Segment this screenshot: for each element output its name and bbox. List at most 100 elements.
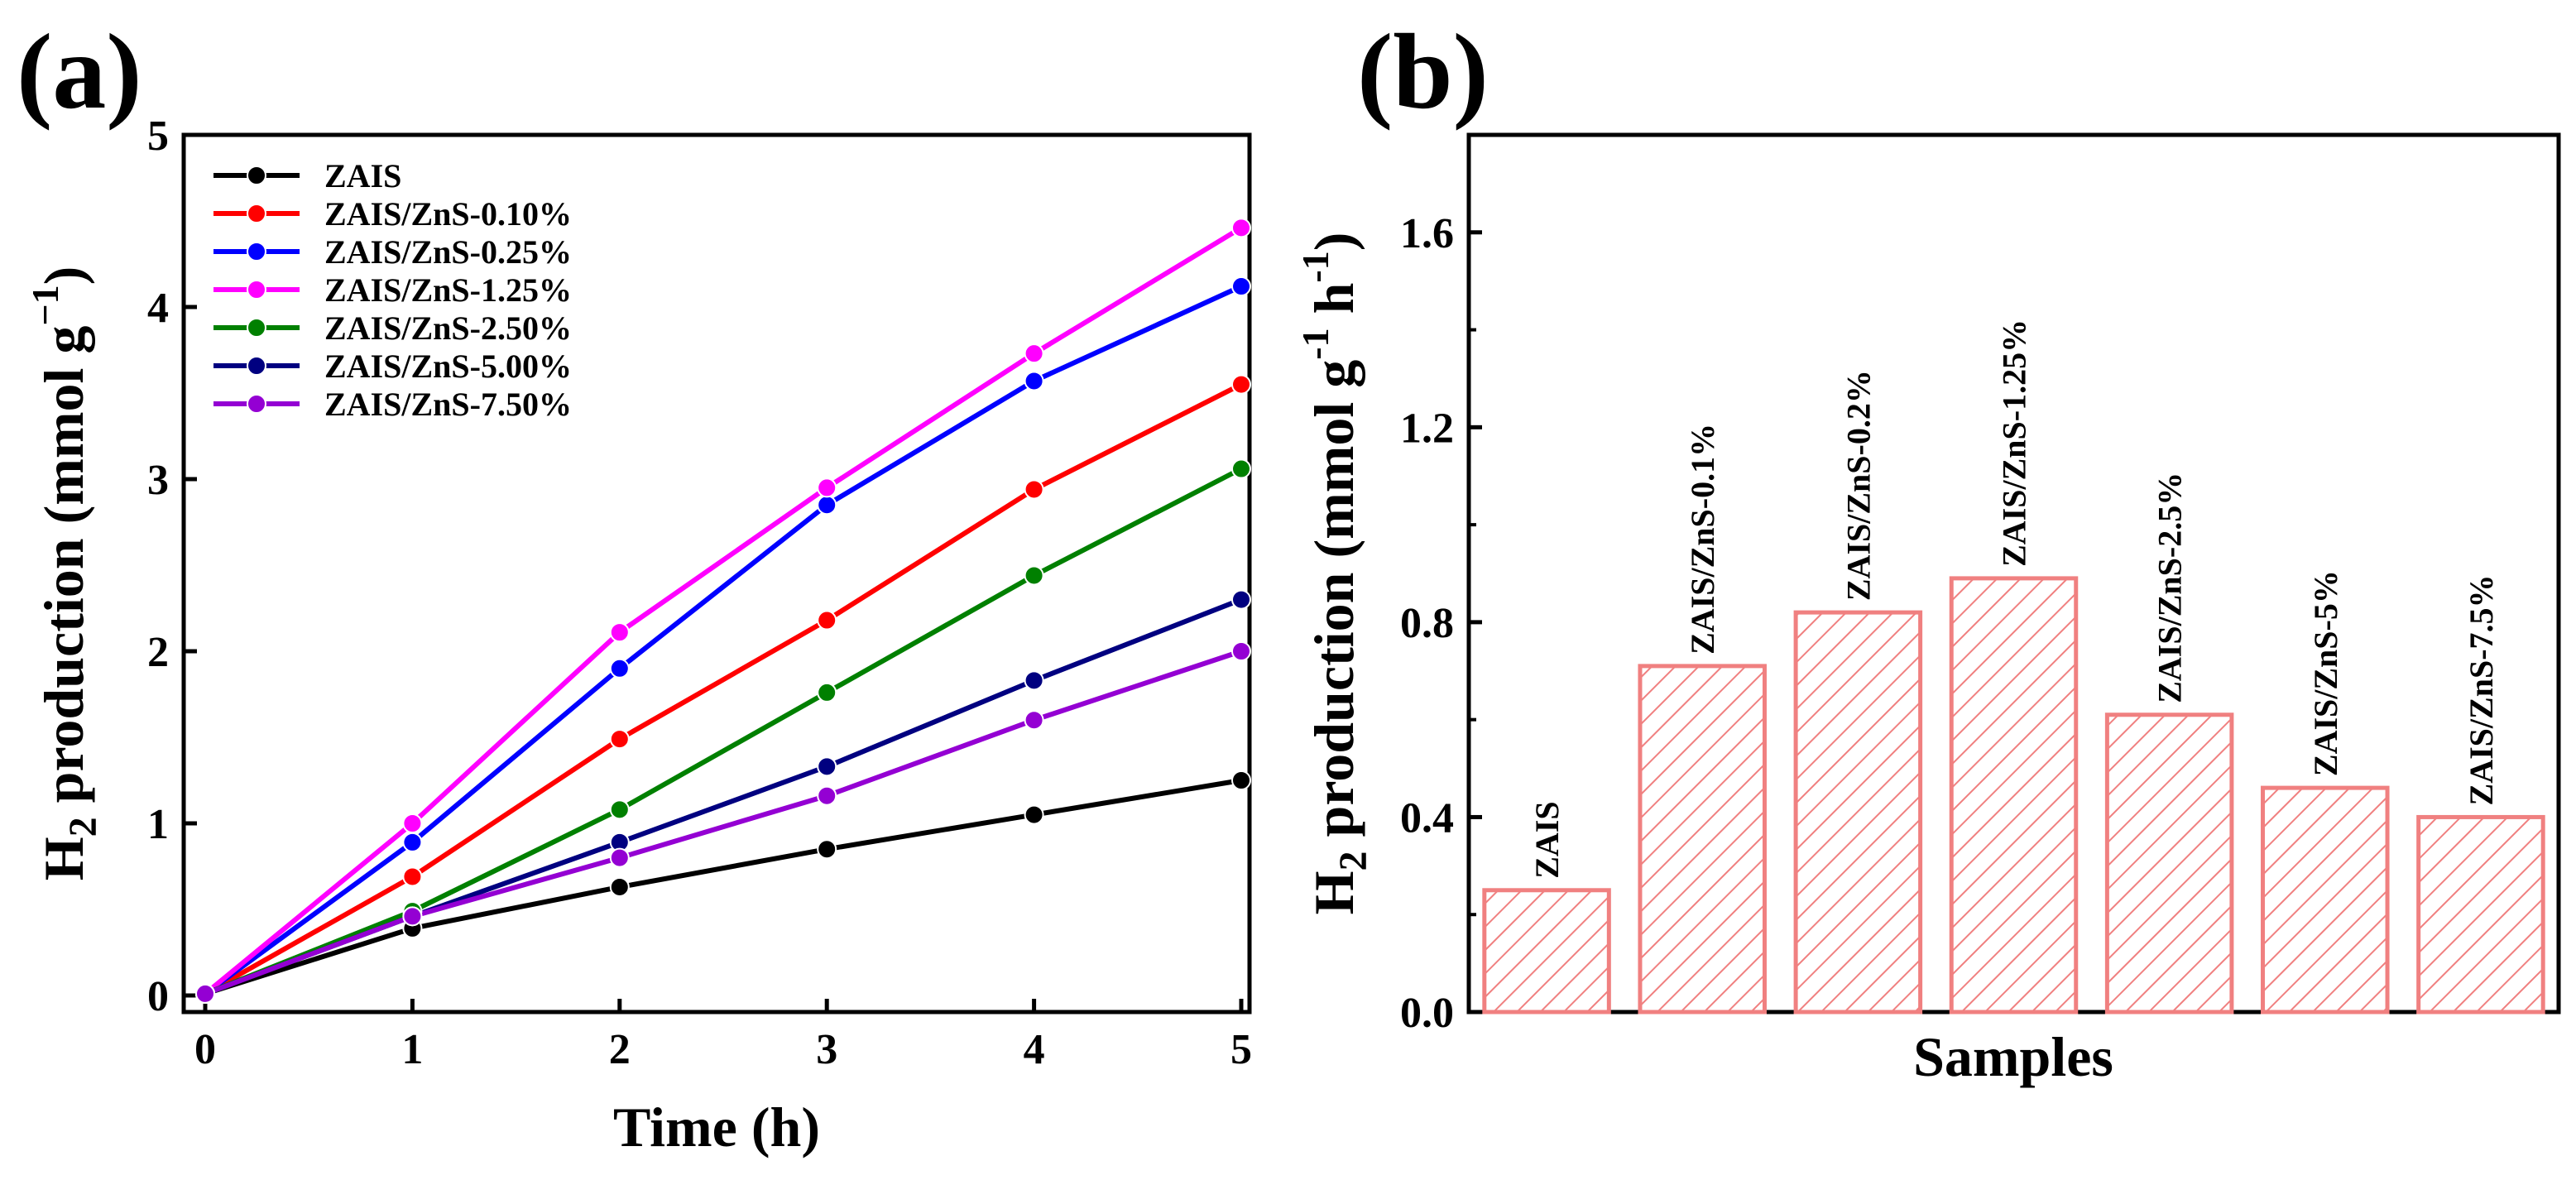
series-line: [204, 381, 1243, 996]
y-tick-label: 0.8: [1400, 600, 1454, 647]
bar-category-label: ZAIS/ZnS-0.1%: [1684, 424, 1721, 655]
x-tick-label: 5: [1230, 1026, 1252, 1073]
data-point: [1024, 670, 1044, 691]
bar-category-label: ZAIS/ZnS-0.2%: [1840, 370, 1877, 601]
series-line: [204, 225, 1243, 996]
series-line: [204, 284, 1243, 996]
x-tick-label: 0: [194, 1026, 216, 1073]
data-point: [1024, 371, 1044, 391]
series-lines-a: [204, 225, 1243, 996]
y-tick-label: 0: [147, 973, 169, 1020]
data-point: [817, 477, 837, 498]
bar: [2261, 785, 2390, 1015]
y-tick-label: 5: [147, 113, 169, 160]
bar: [2416, 814, 2545, 1015]
data-point: [402, 906, 423, 927]
y-axis-title-a: H2 production (mmol g−1): [24, 266, 105, 881]
data-point: [1024, 804, 1044, 825]
data-point: [402, 832, 423, 852]
data-point: [1231, 770, 1251, 790]
data-point: [817, 610, 837, 631]
x-tick-label: 2: [609, 1026, 631, 1073]
data-point: [1024, 710, 1044, 731]
bar-category-label: ZAIS/ZnS-5%: [2307, 570, 2344, 776]
y-axis-title-b: H2 production (mmol g-1 h-1): [1294, 233, 1375, 915]
bar-category-label: ZAIS/ZnS-2.5%: [2151, 472, 2189, 703]
bar: [1638, 664, 1767, 1015]
y-tick-label: 1.6: [1400, 210, 1454, 257]
data-point: [1231, 374, 1251, 395]
data-point: [817, 495, 837, 516]
x-tick-label: 4: [1024, 1026, 1045, 1073]
data-point: [817, 682, 837, 703]
data-point: [1231, 218, 1251, 238]
legend-swatch-marker: [247, 280, 266, 300]
data-point: [1024, 479, 1044, 500]
data-point: [609, 847, 630, 868]
bar: [1793, 610, 1923, 1015]
y-tick-label: 1: [147, 801, 169, 848]
axis-ticks-a: 0 1 2 3 4 5 0 1 2 3 4 5: [147, 113, 1252, 1073]
data-point: [402, 813, 423, 833]
y-tick-label: 1.2: [1400, 405, 1454, 452]
series-points-a: [195, 218, 1251, 1004]
bar-category-label: ZAIS/ZnS-7.5%: [2463, 574, 2500, 805]
legend-label: ZAIS/ZnS-1.25%: [324, 271, 572, 309]
x-tick-label: 1: [401, 1026, 423, 1073]
data-point: [1231, 589, 1251, 610]
plot-frame-a: [181, 132, 1252, 1015]
legend-label: ZAIS/ZnS-7.50%: [324, 386, 572, 423]
legend-swatch-marker: [247, 318, 266, 338]
x-tick-label: 3: [816, 1026, 837, 1073]
data-point: [195, 983, 215, 1004]
legend-label: ZAIS/ZnS-0.25%: [324, 233, 572, 271]
panel-label-b: (b): [1357, 12, 1489, 132]
legend-swatch-marker: [247, 394, 266, 414]
series-line: [204, 649, 1242, 996]
data-point: [817, 756, 837, 777]
legend-label: ZAIS/ZnS-5.00%: [324, 348, 572, 385]
data-point: [1231, 641, 1251, 661]
bar: [1482, 888, 1611, 1015]
series-line: [204, 778, 1242, 996]
y-tick-label: 4: [147, 285, 169, 332]
x-axis-title-a: Time (h): [613, 1096, 820, 1158]
y-tick-label: 3: [147, 457, 169, 504]
data-point: [609, 622, 630, 643]
legend-label: ZAIS: [324, 157, 401, 194]
legend-swatch-marker: [247, 204, 266, 223]
legend-label: ZAIS/ZnS-0.10%: [324, 195, 572, 233]
data-point: [1231, 276, 1251, 297]
y-tick-label: 0.4: [1400, 794, 1454, 842]
data-point: [817, 839, 837, 860]
y-tick-label: 0.0: [1400, 990, 1454, 1037]
legend-swatch-marker: [247, 165, 266, 185]
x-axis-title-b: Samples: [1913, 1025, 2113, 1088]
y-tick-label: 2: [147, 629, 169, 676]
legend-swatch-marker: [247, 242, 266, 261]
bars-b: [1482, 576, 2545, 1015]
data-point: [1024, 565, 1044, 586]
bar-category-label: ZAIS/ZnS-1.25%: [1996, 319, 2033, 567]
axis-ticks-b: 0.0 0.4 0.8 1.2 1.6: [1400, 210, 1482, 1037]
series-line: [204, 466, 1243, 996]
bar-labels-b: ZAIS ZAIS/ZnS-0.1% ZAIS/ZnS-0.2% ZAIS/ZnS-1…: [1528, 319, 2500, 879]
data-point: [402, 866, 423, 887]
data-point: [1231, 458, 1251, 479]
data-point: [609, 799, 630, 820]
panel-label-a: (a): [17, 12, 142, 132]
data-point: [1024, 343, 1044, 364]
bar: [2104, 712, 2234, 1015]
legend-swatch-marker: [247, 356, 266, 376]
legend-a: ZAISZAIS/ZnS-0.10%ZAIS/ZnS-0.25%ZAIS/ZnS…: [213, 157, 572, 423]
bar-category-label: ZAIS: [1528, 801, 1566, 878]
data-point: [817, 785, 837, 806]
data-point: [609, 876, 630, 897]
legend-label: ZAIS/ZnS-2.50%: [324, 309, 572, 347]
data-point: [609, 729, 630, 750]
bar: [1949, 576, 2079, 1015]
data-point: [609, 658, 630, 679]
